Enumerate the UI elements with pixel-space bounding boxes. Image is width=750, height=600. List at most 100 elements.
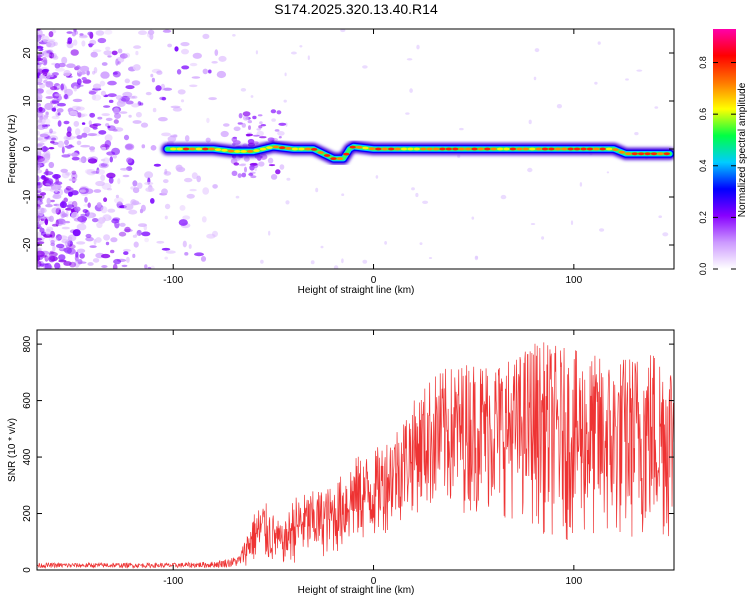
spectrogram-noise-blob	[54, 262, 61, 269]
spectrogram-noise-blob	[44, 181, 54, 187]
spectrogram-noise-blob	[116, 56, 125, 63]
ridge-hot-spot	[323, 154, 331, 157]
spectrogram-noise-blob	[37, 201, 44, 205]
snr-xtick-label: 100	[565, 576, 582, 587]
ridge-hot-spot	[253, 149, 260, 153]
spectrogram-noise-blob	[181, 48, 189, 55]
spectrogram-noise-blob	[37, 155, 42, 160]
spectrogram-noise-blob	[40, 146, 50, 151]
spectrogram-noise-blob	[108, 216, 112, 221]
spectrogram-noise-blob	[212, 230, 218, 237]
spectrogram-noise-blob	[636, 69, 643, 72]
spectrogram-noise-blob	[179, 205, 186, 211]
spectrogram-ytick-label: -10	[22, 189, 33, 204]
spectrogram-noise-blob	[84, 196, 88, 203]
ridge-hot-spot	[612, 148, 619, 152]
spectrogram-noise-blob	[92, 70, 96, 75]
spectrogram-noise-blob	[60, 168, 68, 173]
spectrogram-noise-blob	[320, 245, 324, 249]
spectrogram-noise-blob	[37, 185, 42, 189]
ridge-hot-spot	[291, 147, 299, 151]
ridge-hot-spot	[330, 157, 337, 161]
spectrogram-noise-blob	[54, 187, 58, 193]
spectrogram-noise-blob	[45, 168, 49, 176]
spectrogram-noise-blob	[150, 198, 155, 204]
ridge-hot-spot	[477, 147, 485, 151]
spectrogram-noise-blob	[38, 52, 44, 58]
spectrogram-noise-blob	[160, 83, 166, 91]
spectrogram-noise-blob	[71, 170, 77, 175]
spectrogram-noise-blob	[38, 61, 45, 65]
spectrogram-noise-blob	[37, 190, 42, 194]
ridge-hot-spot	[362, 146, 369, 150]
spectrogram-noise-blob	[113, 107, 120, 115]
spectrogram-noise-blob	[123, 251, 129, 256]
spectrogram-noise-blob	[117, 61, 121, 65]
spectrogram-noise-blob	[80, 144, 91, 148]
spectrogram-noise-blob	[81, 77, 87, 81]
spectrogram-noise-blob	[48, 52, 55, 59]
ridge-hot-spot	[599, 147, 606, 151]
spectrogram-noise-blob	[191, 172, 198, 180]
spectrogram-noise-blob	[202, 68, 208, 75]
spectrogram-noise-blob	[73, 85, 78, 92]
spectrogram-noise-blob	[112, 70, 121, 78]
spectrogram-noise-blob	[67, 201, 74, 206]
spectrogram-noise-blob	[65, 207, 73, 211]
spectrogram-noise-blob	[99, 80, 106, 87]
spectrogram-noise-blob	[131, 80, 141, 86]
ridge-hot-spot	[625, 152, 632, 156]
spectrogram-noise-blob	[98, 130, 107, 135]
spectrogram-noise-blob	[528, 119, 532, 125]
snr-ytick-label: 600	[22, 392, 33, 409]
spectrogram-noise-blob	[50, 140, 55, 144]
ridge-hot-spot	[202, 147, 209, 151]
spectrogram-noise-blob	[223, 123, 230, 127]
spectrogram-noise-blob	[270, 174, 278, 180]
ridge-hot-spot	[471, 147, 478, 151]
spectrogram-ridge	[161, 140, 674, 165]
spectrogram-noise-blob	[175, 164, 183, 171]
spectrogram-noise-blob	[87, 202, 91, 208]
ridge-hot-spot	[195, 147, 203, 151]
spectrogram-noise-blob	[37, 175, 40, 182]
spectrogram-noise-blob	[138, 30, 147, 35]
spectrogram-noise-blob	[87, 133, 97, 137]
spectrogram-noise-blob	[37, 103, 40, 108]
colorbar: 0.0 0.2 0.4 0.6 0.8 Normalized spectral ampl…	[698, 29, 748, 275]
spectrogram-noise-blob	[248, 172, 254, 176]
spectrogram-noise-blob	[375, 175, 379, 179]
ridge-hot-spot	[349, 145, 356, 149]
spectrogram-noise-blob	[162, 29, 172, 33]
ridge-hot-spot	[221, 148, 228, 152]
snr-ytick-label: 800	[22, 335, 33, 352]
spectrogram-noise-blob	[428, 257, 433, 259]
ridge-hot-spot	[394, 147, 401, 151]
spectrogram-noise-blob	[60, 211, 66, 219]
spectrogram-noise-blob	[73, 120, 80, 127]
spectrogram-noise-blob	[556, 104, 563, 109]
spectrogram-noise-blob	[150, 145, 157, 151]
spectrogram-noise-blob	[45, 204, 53, 208]
spectrogram-noise-blob	[180, 99, 185, 103]
ridge-hot-spot	[503, 147, 510, 151]
spectrogram-noise-blob	[141, 144, 146, 149]
spectrogram-noise-blob	[115, 95, 123, 100]
spectrogram-noise-blob	[81, 40, 86, 47]
spectrogram-noise-blob	[49, 128, 53, 134]
spectrogram-noise-blob	[52, 174, 61, 179]
spectrogram-noise-blob	[55, 220, 64, 226]
spectrogram-noise-blob	[248, 125, 251, 130]
colorbar-tick-label: 0.0	[698, 263, 708, 276]
spectrogram-noise-blob	[534, 48, 540, 53]
spectrogram-noise-blob	[90, 51, 98, 58]
spectrogram-noise-blob	[78, 35, 88, 39]
snr-xtick-label: -100	[163, 576, 183, 587]
spectrogram-noise-blob	[415, 192, 419, 198]
spectrogram-noise-blob	[634, 132, 639, 136]
spectrogram-noise-blob	[527, 167, 533, 173]
spectrogram-noise-blob	[126, 157, 133, 164]
spectrogram-noise-blob	[101, 265, 108, 268]
spectrogram-noise-blob	[131, 202, 142, 205]
spectrogram-noise-blob	[67, 236, 73, 241]
